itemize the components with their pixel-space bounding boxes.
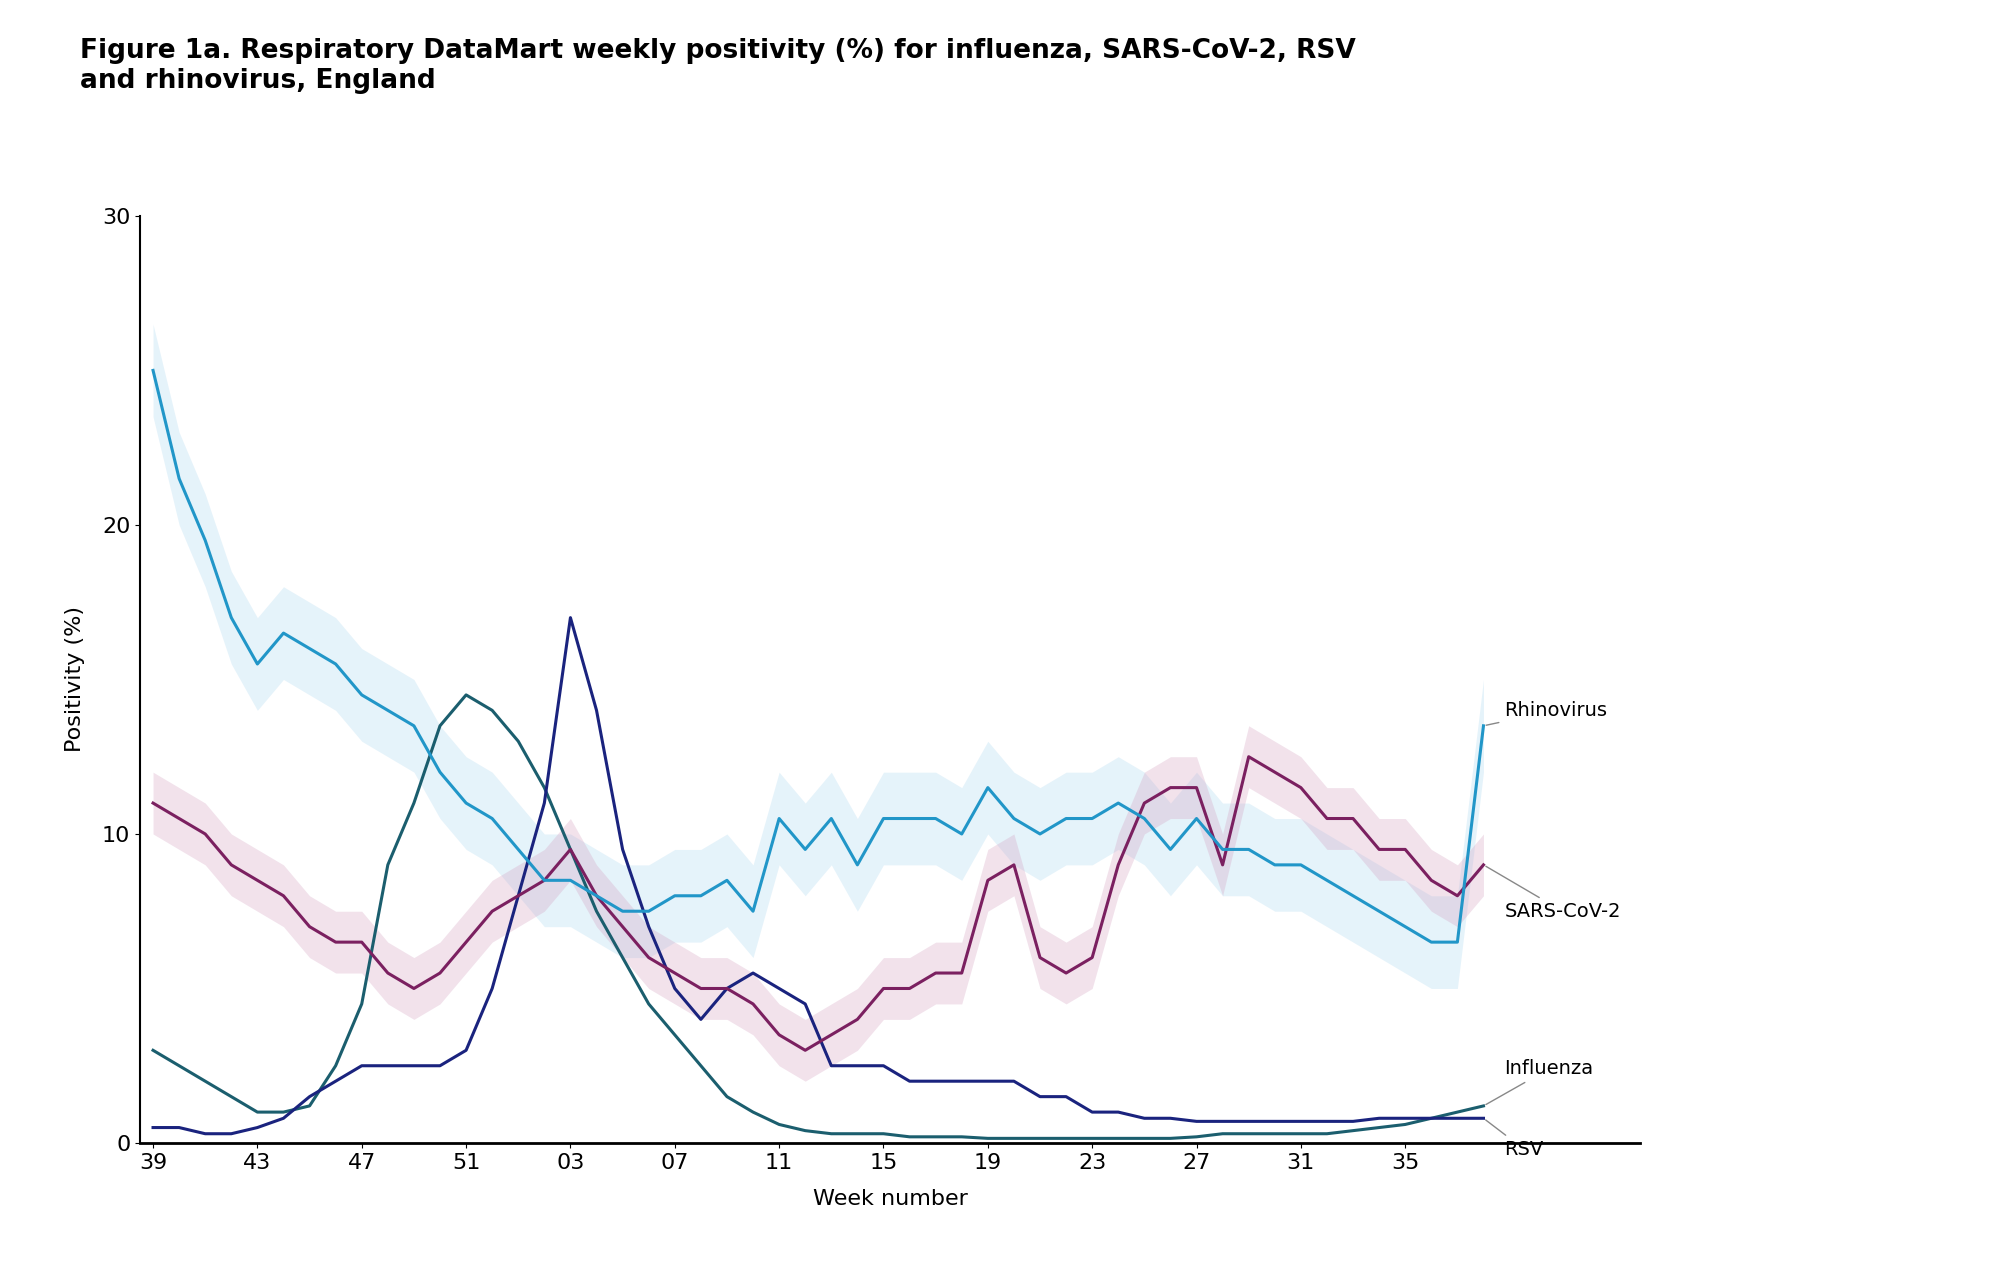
Text: RSV: RSV <box>1486 1120 1544 1158</box>
Text: Rhinovirus: Rhinovirus <box>1486 701 1608 725</box>
X-axis label: Week number: Week number <box>812 1190 968 1209</box>
Text: SARS-CoV-2: SARS-CoV-2 <box>1486 866 1620 921</box>
Y-axis label: Positivity (%): Positivity (%) <box>66 607 86 752</box>
Text: Figure 1a. Respiratory DataMart weekly positivity (%) for influenza, SARS-CoV-2,: Figure 1a. Respiratory DataMart weekly p… <box>80 38 1356 94</box>
Text: Influenza: Influenza <box>1486 1059 1594 1105</box>
